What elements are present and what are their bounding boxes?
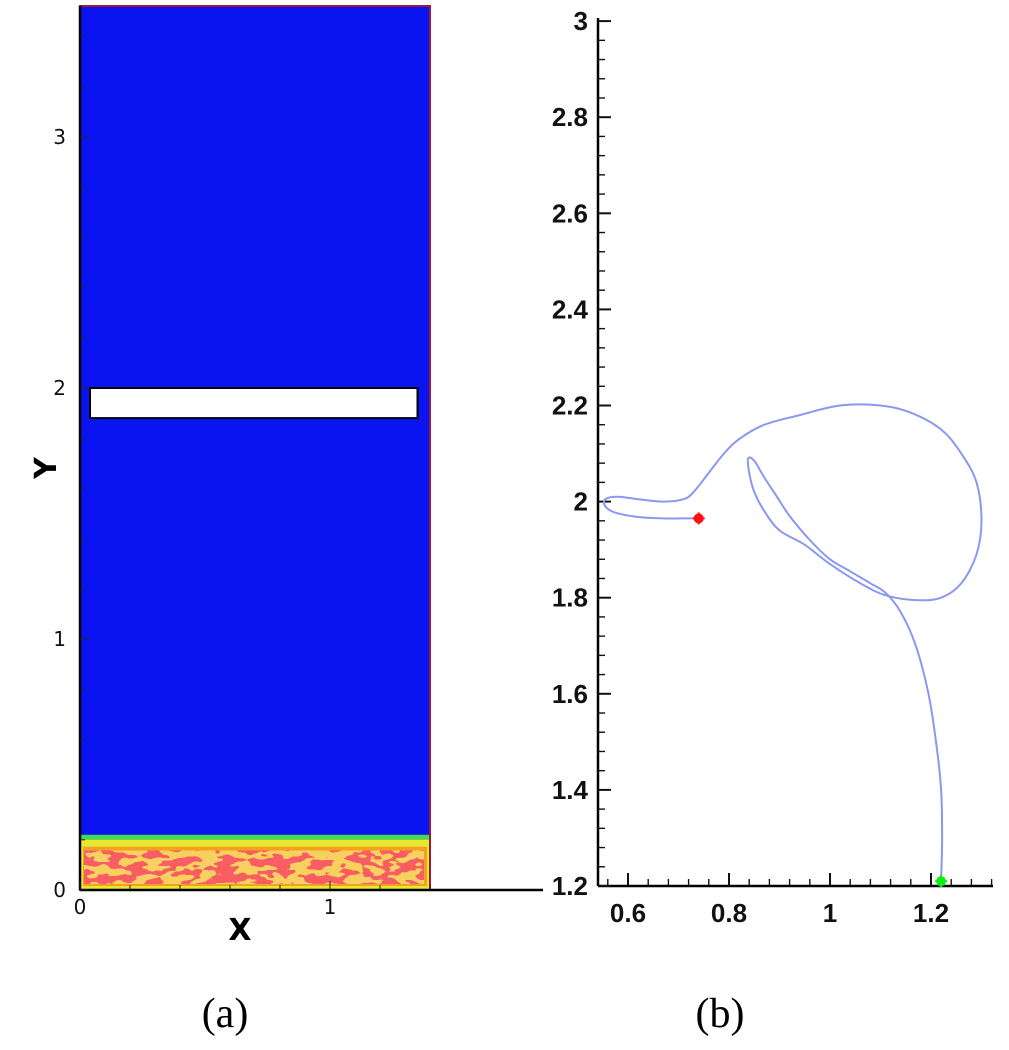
- panel-b: 1.2 1.4 1.6 1.8 2 2.2 2.4 2.6 2.8 3 0.6 0.8 1 1.2 (b…: [552, 6, 993, 1037]
- axes-b: [596, 18, 993, 888]
- y-tick-label-b: 2.4: [552, 294, 589, 324]
- panel-label-a: (a): [202, 991, 249, 1037]
- x-axis-label-a: X: [228, 913, 251, 948]
- y-tick-label-b: 2.6: [552, 198, 588, 228]
- panel-label-b: (b): [696, 991, 745, 1037]
- x-tick-label-a: 1: [324, 895, 337, 919]
- y-ticks-a: 0 1 2 3: [53, 36, 89, 902]
- trajectory-markers: [692, 512, 948, 888]
- y-tick-label-b: 2: [574, 487, 588, 517]
- y-tick-label-a: 2: [53, 376, 66, 400]
- y-tick-label-b: 1.2: [552, 871, 588, 901]
- y-tick-label-a: 3: [53, 125, 66, 149]
- x-tick-label-b: 1.2: [913, 898, 949, 928]
- x-tick-label-a: 0: [74, 895, 87, 919]
- y-tick-label-b: 2.2: [552, 391, 588, 421]
- y-tick-label-b: 3: [574, 6, 588, 36]
- x-ticks-b: 0.6 0.8 1 1.2: [607, 873, 993, 928]
- y-tick-label-a: 1: [53, 627, 66, 651]
- y-tick-label-b: 2.8: [552, 102, 588, 132]
- y-tick-label-b: 1.4: [552, 775, 589, 805]
- y-tick-label-a: 0: [53, 878, 66, 902]
- trajectory-line: [602, 403, 983, 882]
- y-tick-label-b: 1.8: [552, 583, 588, 613]
- x-tick-label-b: 1: [823, 898, 837, 928]
- y-ticks-b: 1.2 1.4 1.6 1.8 2 2.2 2.4 2.6 2.8 3: [552, 6, 611, 901]
- x-tick-label-b: 0.8: [711, 898, 747, 928]
- y-tick-label-b: 1.6: [552, 679, 588, 709]
- rigid-object: [89, 387, 419, 420]
- y-axis-label-a: Y: [29, 456, 64, 480]
- fluid-region: [80, 6, 430, 890]
- axes-a: [78, 6, 543, 892]
- bed-red-patches: [84, 850, 424, 884]
- x-tick-label-b: 0.6: [610, 898, 646, 928]
